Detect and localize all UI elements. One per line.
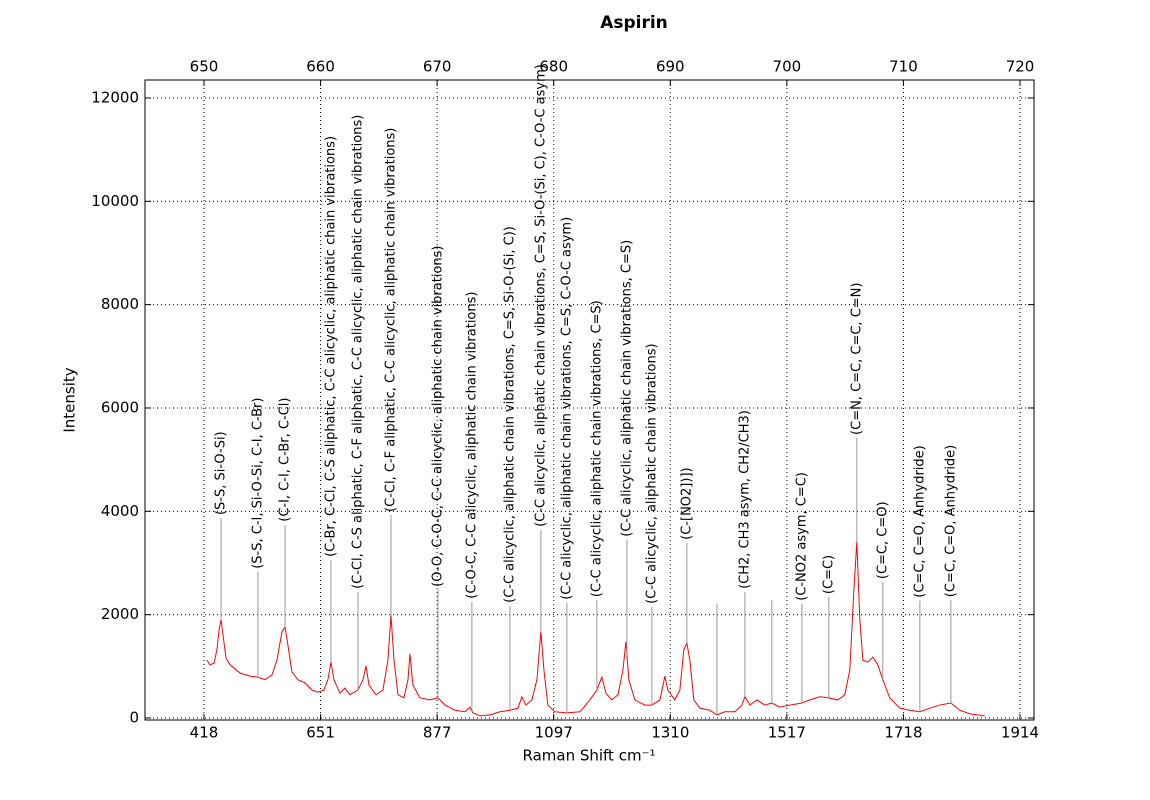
annotation-label: (O-O, C-O-C, C-C alicyclic, aliphatic ch… bbox=[430, 245, 445, 586]
x-tick-label: 720 bbox=[1006, 58, 1035, 76]
annotation-label: (C-C alicyclic, aliphatic chain vibratio… bbox=[644, 343, 659, 603]
annotation-label: (C-C alicyclic, aliphatic chain vibratio… bbox=[559, 217, 574, 600]
x-tick-label: 670 bbox=[423, 58, 452, 76]
annotation-label: (C-Cl, C-F aliphatic, C-C alicyclic, ali… bbox=[383, 128, 398, 512]
plot-frame bbox=[144, 79, 1035, 721]
annotation-label: (S-S, C-I, Si-O-Si, C-I, C-Br) bbox=[250, 398, 265, 569]
spectrum-line bbox=[206, 541, 985, 717]
y-tick-label: 6000 bbox=[101, 398, 139, 416]
annotation-label: (C-C alicyclic, aliphatic chain vibratio… bbox=[589, 300, 604, 597]
annotation-label: (C-C alicyclic, aliphatic chain vibratio… bbox=[533, 64, 548, 527]
x2-tick-label: 1517 bbox=[768, 724, 806, 742]
annotation-label: (S-S, Si-O-Si) bbox=[214, 431, 229, 515]
x2-tick-label: 1310 bbox=[651, 724, 689, 742]
x2-tick-label: 1718 bbox=[884, 724, 922, 742]
annotation-label: (C=C) bbox=[821, 555, 836, 594]
annotation-label: (C=C, C=O, Anhydride) bbox=[912, 445, 927, 597]
annotation-label: (C=C, C=O, Anhydride) bbox=[943, 445, 958, 597]
x-tick-label: 680 bbox=[539, 58, 568, 76]
y-tick-label: 12000 bbox=[91, 88, 139, 106]
x-tick-label: 700 bbox=[773, 58, 802, 76]
y-tick-label: 4000 bbox=[101, 502, 139, 520]
y-tick-label: 0 bbox=[129, 708, 139, 726]
x2-tick-label: 1914 bbox=[1001, 724, 1039, 742]
x-tick-label: 690 bbox=[656, 58, 685, 76]
x-tick-label: 660 bbox=[306, 58, 335, 76]
x2-tick-label: 418 bbox=[190, 724, 219, 742]
x2-tick-label: 877 bbox=[423, 724, 452, 742]
annotation-label: (C=N, C=C, C=C, C=N) bbox=[849, 283, 864, 435]
annotation-label: (C-C alicyclic, aliphatic chain vibratio… bbox=[502, 226, 517, 603]
y-tick-label: 2000 bbox=[101, 605, 139, 623]
x-axis-label: Raman Shift cm⁻¹ bbox=[522, 747, 655, 765]
x-tick-label: 650 bbox=[190, 58, 219, 76]
chart-title: Aspirin bbox=[600, 13, 668, 33]
y-tick-label: 8000 bbox=[101, 295, 139, 313]
x2-tick-label: 651 bbox=[306, 724, 335, 742]
annotation-label: (C-C alicyclic, aliphatic chain vibratio… bbox=[619, 240, 634, 537]
annotation-label: (C-[NO2])]) bbox=[679, 467, 694, 539]
x-tick-label: 710 bbox=[889, 58, 918, 76]
annotation-label: (CH2, CH3 asym, CH2/CH3) bbox=[737, 410, 752, 589]
annotation-label: (C-NO2 asym, C=C) bbox=[794, 472, 809, 601]
annotation-label: (C-Cl, C-S aliphatic, C-F aliphatic, C-C… bbox=[350, 115, 365, 589]
x2-tick-label: 1097 bbox=[535, 724, 573, 742]
annotation-label: (C-Br, C-Cl, C-S aliphatic, C-C alicycli… bbox=[323, 136, 338, 557]
annotation-label: (C-O-C, C-C alicyclic, aliphatic chain v… bbox=[464, 292, 479, 599]
annotation-label: (C-I, C-I, C-Br, C-Cl) bbox=[278, 398, 293, 522]
y-tick-label: 10000 bbox=[91, 192, 139, 210]
annotation-label: (C=C, C=O) bbox=[875, 501, 890, 579]
y-axis-label: Intensity bbox=[61, 367, 79, 432]
